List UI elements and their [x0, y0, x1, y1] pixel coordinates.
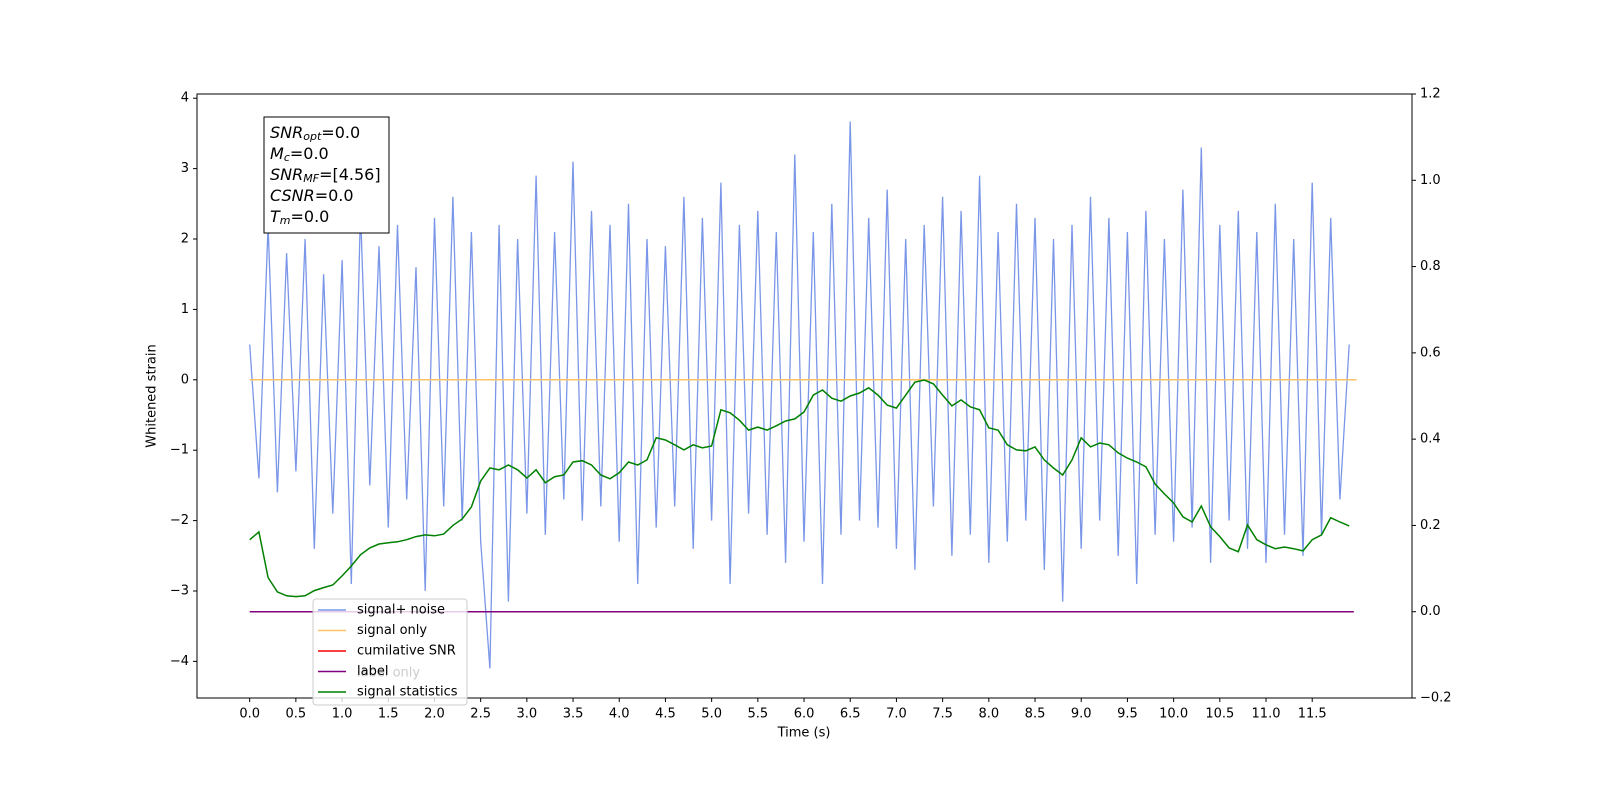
y2-tick-label: 0.4 — [1420, 432, 1441, 447]
x-tick-label: 11.5 — [1298, 707, 1327, 722]
annotation-value: =0.0 — [291, 207, 330, 226]
y2-tick-label: 1.2 — [1420, 87, 1441, 102]
annotation-subscript: opt — [303, 130, 322, 143]
annotation-line: SNRopt=0.0 — [270, 123, 360, 144]
x-tick-label: 5.5 — [747, 707, 768, 722]
y2-tick-label: 1.0 — [1420, 173, 1441, 188]
x-tick-label: 6.0 — [794, 707, 815, 722]
x-tick-label: 11.0 — [1252, 707, 1281, 722]
x-tick-label: 0.5 — [286, 707, 307, 722]
y-tick-label: 3 — [181, 161, 189, 176]
y-tick-label: 0 — [181, 372, 189, 387]
y2-tick-label: 0.6 — [1420, 345, 1441, 360]
annotation-value: =0.0 — [321, 123, 360, 142]
x-tick-label: 2.0 — [424, 707, 445, 722]
annotation-subscript: c — [284, 151, 290, 164]
x-tick-label: 6.5 — [840, 707, 861, 722]
annotation-symbol: T — [270, 207, 281, 226]
x-tick-label: 2.5 — [470, 707, 491, 722]
annotation-symbol: SNR — [270, 123, 303, 142]
legend-label: cumilative SNR — [357, 644, 456, 659]
annotation-line: SNRMF=[4.56] — [270, 165, 381, 186]
annotation-subscript: m — [280, 214, 291, 227]
annotation-subscript: MF — [303, 172, 319, 185]
annotation-symbol: M — [270, 144, 284, 163]
y2-tick-label: 0.2 — [1420, 518, 1441, 533]
y2-tick-label: 0.8 — [1420, 259, 1441, 274]
legend-label: label — [357, 664, 388, 679]
ghost-legend-text: label only — [357, 666, 420, 681]
annotation-value: =0.0 — [290, 144, 329, 163]
annotation-symbol: SNR — [270, 165, 303, 184]
x-tick-label: 3.0 — [517, 707, 538, 722]
y-tick-label: −3 — [170, 583, 189, 598]
y2-tick-label: −0.2 — [1420, 691, 1452, 706]
y-tick-label: −1 — [170, 443, 189, 458]
legend-label: signal+ noise — [357, 603, 445, 618]
y-tick-label: −4 — [170, 654, 189, 669]
series-line — [249, 379, 1350, 598]
x-axis-label: Time (s) — [777, 726, 831, 741]
legend-frame — [312, 598, 468, 706]
annotation-value: =0.0 — [315, 186, 354, 205]
x-tick-label: 4.5 — [655, 707, 676, 722]
annotation-symbol: CSNR — [270, 186, 315, 205]
y-tick-label: 2 — [181, 232, 189, 247]
x-tick-label: 5.0 — [701, 707, 722, 722]
series-line — [249, 121, 1350, 669]
legend: label only signal+ noise signal only cumila… — [312, 598, 468, 706]
x-tick-label: 8.0 — [978, 707, 999, 722]
annotation-value: =[4.56] — [319, 165, 381, 184]
legend-label: signal statistics — [357, 685, 458, 700]
annotation-line: Tm=0.0 — [270, 207, 329, 228]
annotation-box: SNRopt=0.0Mc=0.0SNRMF=[4.56]CSNR=0.0Tm=0… — [263, 116, 390, 234]
annotation-frame — [263, 116, 390, 234]
x-tick-label: 8.5 — [1025, 707, 1046, 722]
x-tick-label: 9.5 — [1117, 707, 1138, 722]
x-tick-label: 7.5 — [932, 707, 953, 722]
x-tick-label: 7.0 — [886, 707, 907, 722]
y-axis-label: Whitened strain — [145, 344, 160, 447]
y-tick-label: −2 — [170, 513, 189, 528]
annotation-line: CSNR=0.0 — [270, 186, 354, 205]
y-tick-label: 1 — [181, 302, 189, 317]
x-tick-label: 9.0 — [1071, 707, 1092, 722]
x-tick-label: 0.0 — [239, 707, 260, 722]
x-tick-label: 10.5 — [1205, 707, 1234, 722]
x-tick-label: 1.5 — [378, 707, 399, 722]
x-tick-label: 1.0 — [332, 707, 353, 722]
y2-tick-label: 0.0 — [1420, 604, 1441, 619]
annotation-line: Mc=0.0 — [270, 144, 329, 165]
x-tick-label: 4.0 — [609, 707, 630, 722]
y-tick-label: 4 — [181, 91, 189, 106]
x-tick-label: 3.5 — [563, 707, 584, 722]
legend-label: signal only — [357, 623, 427, 638]
x-tick-label: 10.0 — [1159, 707, 1188, 722]
